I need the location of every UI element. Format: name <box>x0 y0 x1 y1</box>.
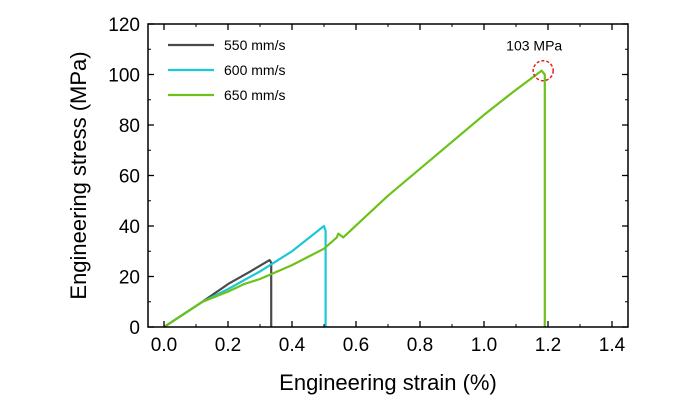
y-tick-label: 60 <box>119 167 140 188</box>
legend-label-2: 600 mm/s <box>224 62 285 78</box>
y-tick-label: 40 <box>119 217 140 238</box>
annotation-label-1: 103 MPa <box>506 38 562 54</box>
legend-label-3: 650 mm/s <box>224 87 285 103</box>
y-tick-label: 120 <box>108 15 140 36</box>
y-tick-label: 20 <box>119 268 140 289</box>
y-tick-label: 0 <box>129 318 140 339</box>
y-tick-label: 80 <box>119 116 140 137</box>
y-tick-label: 100 <box>108 66 140 87</box>
x-tick-label: 1.4 <box>599 335 626 356</box>
x-tick-label: 0.6 <box>343 335 369 356</box>
y-axis-label: Engineering stress (MPa) <box>66 51 91 299</box>
legend-label-1: 550 mm/s <box>224 37 285 53</box>
x-tick-label: 0.8 <box>407 335 433 356</box>
x-tick-label: 0.0 <box>151 335 177 356</box>
x-tick-label: 1.0 <box>471 335 497 356</box>
legend: 550 mm/s 600 mm/s 650 mm/s <box>168 37 285 103</box>
plot-layer: 103 MPa <box>163 38 562 328</box>
plot-frame <box>147 23 629 328</box>
x-axis-label: Engineering strain (%) <box>279 370 497 395</box>
annotation-marker-1 <box>532 59 554 82</box>
axes-layer: 0.0 0.2 0.4 0.6 0.8 1.0 1.2 1.4 0 20 40 60 80 100 120 <box>108 15 629 356</box>
series-line-3 <box>163 69 546 328</box>
x-tick-label: 0.4 <box>279 335 306 356</box>
x-tick-label: 0.2 <box>215 335 241 356</box>
x-tick-label: 1.2 <box>535 335 561 356</box>
